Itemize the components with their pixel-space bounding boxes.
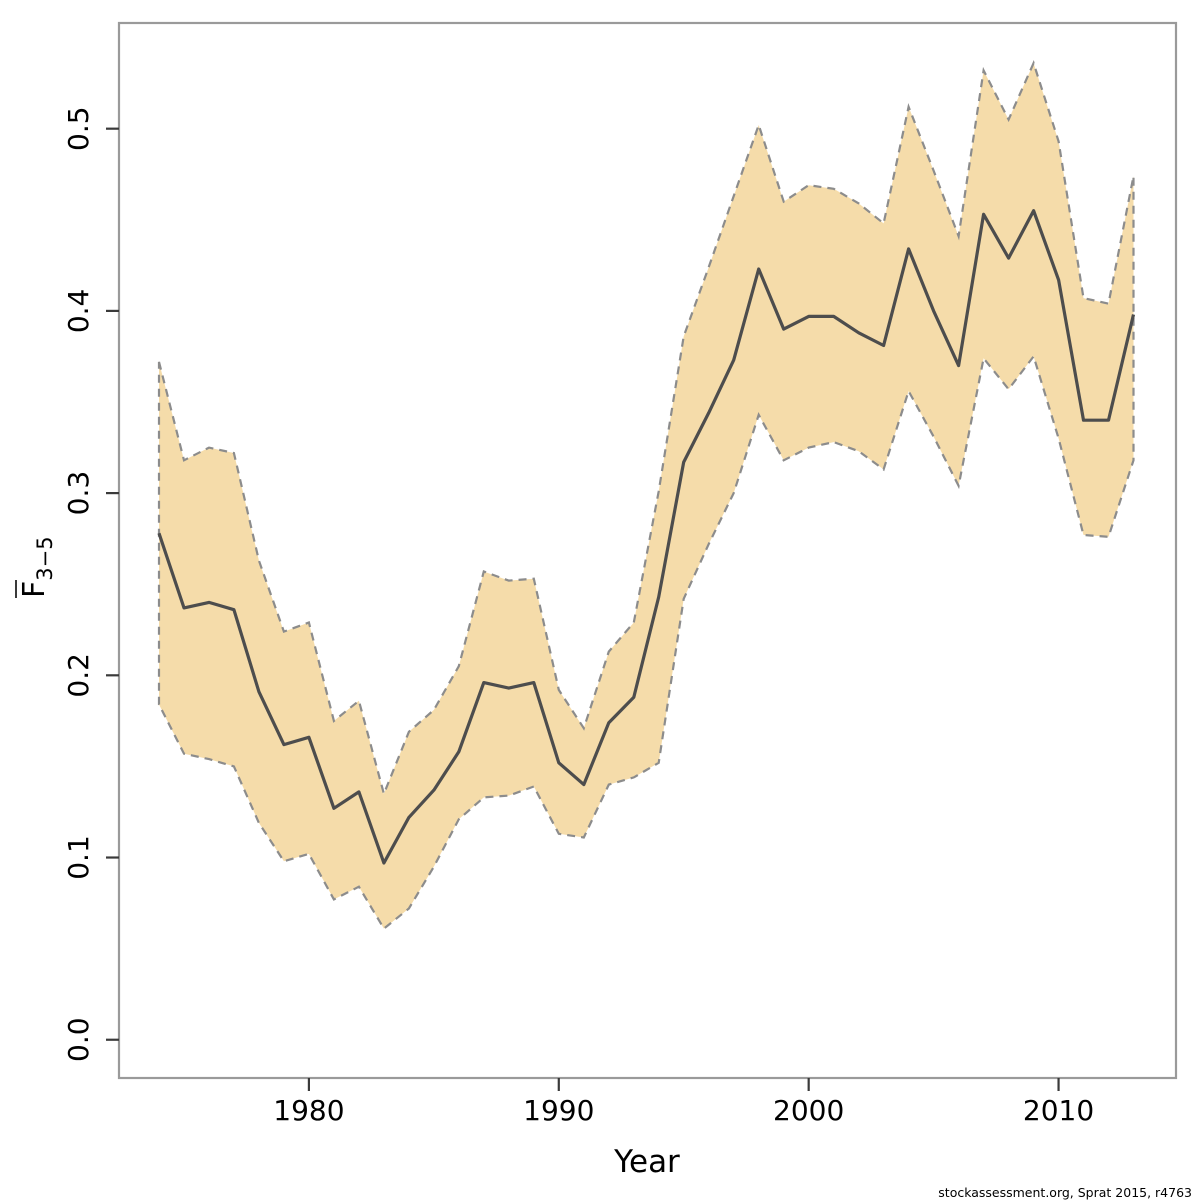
x-tick-label: 2010	[1023, 1094, 1094, 1127]
y-axis: 0.0 0.1 0.2 0.3 0.4 0.5	[62, 106, 119, 1062]
chart-layers	[157, 60, 1136, 931]
y-tick-label: 0.2	[62, 653, 95, 698]
y-label-main: F	[17, 581, 52, 598]
confidence-band	[157, 60, 1135, 931]
mean-line	[157, 209, 1136, 865]
svg-text:F3−5: F3−5	[17, 536, 57, 598]
x-axis-label: Year	[613, 1144, 680, 1180]
y-label-subscript: 3−5	[33, 536, 57, 580]
y-axis-label: F3−5	[15, 536, 57, 598]
x-tick-label: 1980	[273, 1094, 344, 1127]
y-tick-label: 0.5	[62, 106, 95, 151]
y-tick-label: 0.4	[62, 289, 95, 334]
x-axis: 1980 1990 2000 2010	[273, 1078, 1094, 1127]
attribution: stockassessment.org, Sprat 2015, r4763	[938, 1185, 1192, 1200]
y-tick-label: 0.0	[62, 1017, 95, 1062]
plot-box	[117, 21, 1178, 1080]
x-tick-label: 2000	[773, 1094, 844, 1127]
x-tick-label: 1990	[523, 1094, 594, 1127]
y-tick-label: 0.1	[62, 835, 95, 880]
y-tick-label: 0.3	[62, 471, 95, 516]
